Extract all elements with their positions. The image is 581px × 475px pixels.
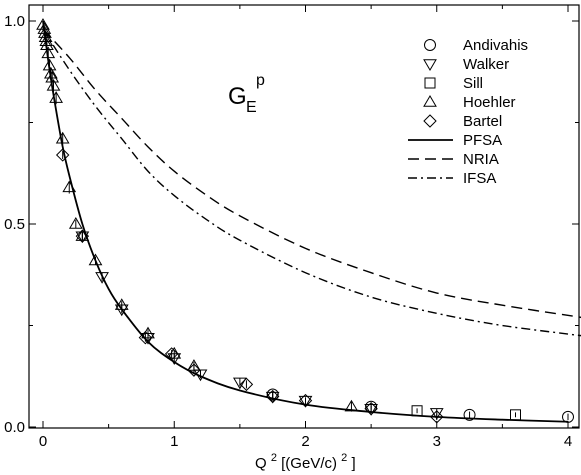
point-bartel bbox=[430, 410, 444, 424]
point-bartel bbox=[187, 363, 201, 377]
point-hoehler bbox=[75, 229, 90, 241]
point-hoehler bbox=[46, 78, 61, 91]
point-hoehler bbox=[44, 66, 58, 79]
point-andivahis bbox=[365, 400, 378, 413]
legend-marker-hoehler bbox=[423, 95, 437, 107]
legend-marker-sill bbox=[424, 77, 436, 89]
point-hoehler bbox=[36, 18, 50, 30]
point-bartel bbox=[239, 377, 254, 392]
xlabel-base: Q bbox=[255, 455, 267, 472]
annotation-subscript: E bbox=[246, 99, 257, 116]
point-bartel bbox=[75, 229, 90, 243]
point-hoehler bbox=[55, 131, 70, 144]
xlabel-superscript: 2 bbox=[271, 452, 277, 464]
series-lines bbox=[42, 20, 581, 423]
point-walker bbox=[233, 377, 247, 390]
point-andivahis bbox=[463, 408, 476, 421]
point-bartel bbox=[265, 389, 280, 404]
xlabel-superscript2: 2 bbox=[341, 452, 347, 464]
annotation-superscript: p bbox=[256, 72, 265, 89]
legend-marker-bartel bbox=[423, 114, 437, 128]
legend-marker-walker bbox=[423, 59, 437, 71]
y-tick-label: 0.5 bbox=[4, 216, 25, 233]
line-pfsa bbox=[42, 20, 569, 423]
legend-label-pfsa: PFSA bbox=[463, 132, 502, 149]
annotation-base: G bbox=[228, 83, 247, 110]
legend-label-hoehler: Hoehler bbox=[463, 94, 516, 111]
point-bartel bbox=[55, 148, 70, 162]
x-tick-label: 0 bbox=[39, 433, 47, 450]
legend-label-bartel: Bartel bbox=[463, 113, 502, 130]
point-sill bbox=[510, 409, 521, 421]
legend-label-sill: Sill bbox=[463, 75, 483, 92]
point-walker bbox=[298, 395, 313, 408]
y-tick-label: 1.0 bbox=[4, 13, 25, 30]
gep-annotation: G E p bbox=[228, 72, 265, 116]
xlabel-close: ] bbox=[351, 455, 355, 472]
x-axis-title: Q 2 [(GeV/c) 2 ] bbox=[255, 448, 356, 472]
x-tick-label: 3 bbox=[433, 433, 441, 450]
point-walker bbox=[75, 231, 90, 244]
point-hoehler bbox=[49, 91, 63, 103]
svg-text:Q 2 [(GeV/c): Q 2 [(GeV/c) 2 ] bbox=[255, 448, 356, 472]
x-tick-label: 1 bbox=[170, 433, 178, 450]
point-hoehler bbox=[88, 253, 103, 266]
point-hoehler bbox=[344, 399, 359, 412]
plot-frame bbox=[28, 4, 580, 429]
point-andivahis bbox=[562, 410, 574, 423]
line-nria bbox=[42, 28, 581, 319]
point-hoehler bbox=[62, 180, 77, 193]
point-walker bbox=[95, 272, 109, 284]
xlabel-rest: [(GeV/c) bbox=[281, 455, 337, 472]
point-bartel bbox=[298, 393, 313, 408]
point-sill bbox=[411, 405, 423, 417]
point-hoehler bbox=[39, 34, 54, 46]
legend-marker-andivahis bbox=[424, 39, 436, 51]
series-points bbox=[36, 18, 574, 424]
legend-label-walker: Walker bbox=[463, 56, 509, 73]
point-hoehler bbox=[114, 298, 129, 310]
point-bartel bbox=[364, 402, 378, 416]
legend-label-ifsa: IFSA bbox=[463, 170, 496, 187]
point-walker bbox=[265, 391, 280, 404]
legend-label-nria: NRIA bbox=[463, 151, 499, 168]
legend-label-andivahis: Andivahis bbox=[463, 37, 528, 54]
point-hoehler bbox=[68, 217, 83, 229]
point-hoehler bbox=[41, 46, 56, 59]
y-tick-label: 0.0 bbox=[4, 419, 25, 436]
line-ifsa bbox=[42, 28, 581, 337]
point-bartel bbox=[138, 330, 153, 345]
x-tick-label: 2 bbox=[301, 433, 309, 450]
point-walker bbox=[364, 404, 378, 416]
x-tick-label: 4 bbox=[564, 433, 572, 450]
legend: Andivahis Walker Sill Hoehler Bartel PFSA NRIA… bbox=[408, 37, 528, 187]
axis-tick-labels: 0 1 2 3 4 0.0 0.5 1.0 bbox=[4, 13, 572, 450]
point-bartel bbox=[164, 347, 179, 361]
